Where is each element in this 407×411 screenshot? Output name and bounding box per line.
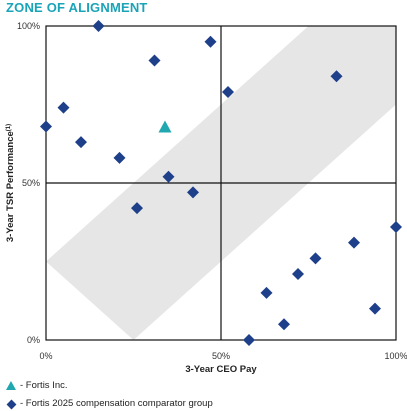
comparator-point	[330, 70, 343, 83]
y-tick-label: 50%	[22, 178, 40, 188]
comparator-point	[243, 334, 255, 346]
legend-label-fortis: - Fortis Inc.	[20, 380, 68, 391]
comparator-point	[309, 252, 322, 265]
y-tick-label: 0%	[27, 335, 40, 345]
x-tick-label: 100%	[384, 351, 407, 361]
comparator-point	[204, 35, 217, 48]
comparator-point	[348, 236, 360, 249]
comparator-point	[75, 136, 87, 149]
comparator-point	[162, 170, 175, 183]
x-tick-label: 0%	[39, 351, 52, 361]
x-axis-label: 3-Year CEO Pay	[185, 364, 257, 375]
comparator-point	[57, 101, 70, 114]
legend-label-comparators: - Fortis 2025 compensation comparator gr…	[20, 398, 213, 409]
comparator-point	[390, 220, 402, 233]
comparator-point	[278, 318, 290, 331]
triangle-icon	[6, 380, 16, 391]
comparator-point	[292, 268, 304, 281]
comparator-point	[260, 286, 273, 299]
comparator-point	[222, 85, 234, 98]
comparator-point	[92, 20, 105, 32]
y-axis-label-superscript: (1)	[6, 124, 12, 131]
legend-item-fortis: - Fortis Inc.	[6, 380, 68, 391]
legend-item-comparators: - Fortis 2025 compensation comparator gr…	[6, 398, 213, 409]
diamond-icon	[6, 399, 17, 409]
comparator-point	[369, 302, 381, 315]
comparator-point	[148, 54, 161, 67]
comparator-point	[113, 151, 126, 164]
y-tick-label: 100%	[17, 21, 40, 31]
comparator-point	[40, 120, 52, 133]
y-axis-label: 3-Year TSR Performance(1)	[5, 124, 16, 242]
fortis-point	[158, 120, 172, 133]
comparator-point	[187, 186, 199, 199]
comparator-point	[131, 202, 143, 215]
x-tick-label: 50%	[212, 351, 230, 361]
chart-title: ZONE OF ALIGNMENT	[6, 0, 148, 15]
